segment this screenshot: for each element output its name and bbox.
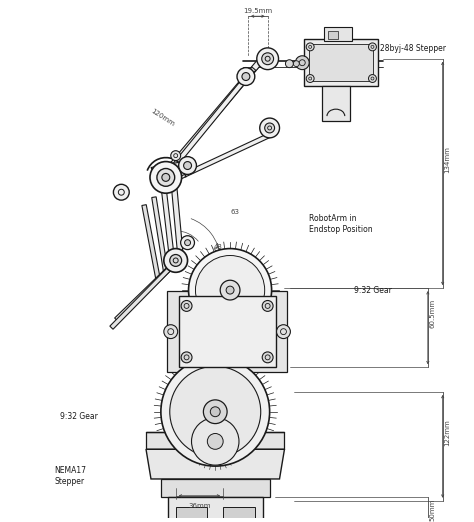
Bar xyxy=(328,31,338,39)
Circle shape xyxy=(113,184,129,200)
Circle shape xyxy=(170,366,261,457)
Circle shape xyxy=(184,240,191,246)
Circle shape xyxy=(179,157,196,174)
Circle shape xyxy=(306,43,314,51)
Circle shape xyxy=(237,68,255,86)
Circle shape xyxy=(276,325,291,339)
Circle shape xyxy=(306,75,314,82)
Text: Stepper (2x): Stepper (2x) xyxy=(203,335,251,344)
Text: 120mm: 120mm xyxy=(210,244,230,269)
Bar xyxy=(309,44,374,81)
Polygon shape xyxy=(159,67,256,184)
Circle shape xyxy=(285,60,293,68)
Circle shape xyxy=(264,123,274,133)
Circle shape xyxy=(220,280,240,300)
Polygon shape xyxy=(171,182,183,258)
Text: RobotArm in
Endstop Position: RobotArm in Endstop Position xyxy=(309,214,373,233)
Circle shape xyxy=(262,352,273,363)
Circle shape xyxy=(257,48,279,69)
Bar xyxy=(167,291,287,372)
Circle shape xyxy=(195,255,264,325)
Text: 134mm: 134mm xyxy=(445,147,451,173)
Circle shape xyxy=(260,118,280,138)
Polygon shape xyxy=(142,205,160,279)
Text: 9:32 Gear: 9:32 Gear xyxy=(354,286,392,294)
Text: 43: 43 xyxy=(214,244,223,250)
Bar xyxy=(223,507,255,522)
Text: NEMA17
Stepper: NEMA17 Stepper xyxy=(54,466,86,485)
Polygon shape xyxy=(166,60,262,171)
Text: 9:32 Gear: 9:32 Gear xyxy=(60,412,98,421)
Bar xyxy=(304,39,378,87)
Polygon shape xyxy=(151,160,195,185)
Text: 63: 63 xyxy=(230,209,239,215)
Circle shape xyxy=(157,169,175,186)
Text: 36mm: 36mm xyxy=(188,503,210,508)
Polygon shape xyxy=(161,189,175,266)
Text: 19.5mm: 19.5mm xyxy=(243,8,273,14)
Circle shape xyxy=(181,236,194,250)
Circle shape xyxy=(181,352,192,363)
Polygon shape xyxy=(110,264,174,329)
Circle shape xyxy=(170,255,182,266)
Circle shape xyxy=(150,162,182,193)
Bar xyxy=(146,432,284,449)
Circle shape xyxy=(171,151,181,161)
Text: NEMA17: NEMA17 xyxy=(210,322,245,331)
Bar xyxy=(168,497,263,522)
Text: 120mm: 120mm xyxy=(150,108,176,128)
Circle shape xyxy=(162,173,170,181)
Bar xyxy=(161,479,270,497)
Bar xyxy=(179,296,275,367)
Circle shape xyxy=(262,301,273,311)
Circle shape xyxy=(164,248,188,272)
Circle shape xyxy=(189,248,272,331)
Circle shape xyxy=(191,418,239,465)
Circle shape xyxy=(262,53,273,65)
Circle shape xyxy=(164,325,178,339)
Bar xyxy=(176,507,207,522)
Text: 60.5mm: 60.5mm xyxy=(430,299,436,328)
Circle shape xyxy=(181,301,192,311)
Circle shape xyxy=(368,75,376,82)
Bar xyxy=(322,87,350,121)
Circle shape xyxy=(293,61,299,67)
Circle shape xyxy=(295,56,309,69)
Polygon shape xyxy=(146,449,284,479)
Bar xyxy=(324,27,352,41)
Text: 28byj-48 Stepper: 28byj-48 Stepper xyxy=(380,44,447,53)
Circle shape xyxy=(183,162,191,170)
Text: 50mm: 50mm xyxy=(430,499,436,521)
Polygon shape xyxy=(157,131,275,189)
Circle shape xyxy=(203,400,227,423)
Circle shape xyxy=(368,43,376,51)
Circle shape xyxy=(226,286,234,294)
Text: 122mm: 122mm xyxy=(445,420,451,446)
Polygon shape xyxy=(152,197,168,272)
Circle shape xyxy=(161,358,270,466)
Polygon shape xyxy=(115,256,182,322)
Circle shape xyxy=(242,73,250,80)
Circle shape xyxy=(207,433,223,449)
Circle shape xyxy=(210,407,220,417)
